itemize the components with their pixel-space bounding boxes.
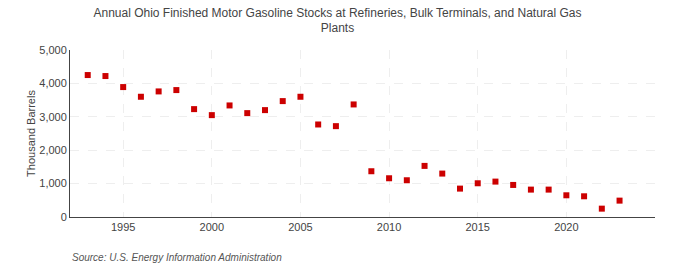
svg-text:Source: U.S. Energy Informatio: Source: U.S. Energy Information Administ… <box>72 252 282 263</box>
svg-text:1995: 1995 <box>111 221 135 233</box>
svg-text:5,000: 5,000 <box>39 44 67 56</box>
svg-text:Thousand Barrels: Thousand Barrels <box>25 90 37 177</box>
svg-text:4,000: 4,000 <box>39 77 67 89</box>
svg-text:2020: 2020 <box>554 221 578 233</box>
svg-text:2010: 2010 <box>377 221 401 233</box>
svg-text:2015: 2015 <box>465 221 489 233</box>
svg-text:2,000: 2,000 <box>39 144 67 156</box>
svg-text:Annual Ohio Finished Motor Gas: Annual Ohio Finished Motor Gasoline Stoc… <box>93 6 581 36</box>
svg-text:3,000: 3,000 <box>39 111 67 123</box>
svg-text:2005: 2005 <box>288 221 312 233</box>
svg-text:2000: 2000 <box>200 221 224 233</box>
svg-text:0: 0 <box>61 211 67 223</box>
svg-text:1,000: 1,000 <box>39 177 67 189</box>
